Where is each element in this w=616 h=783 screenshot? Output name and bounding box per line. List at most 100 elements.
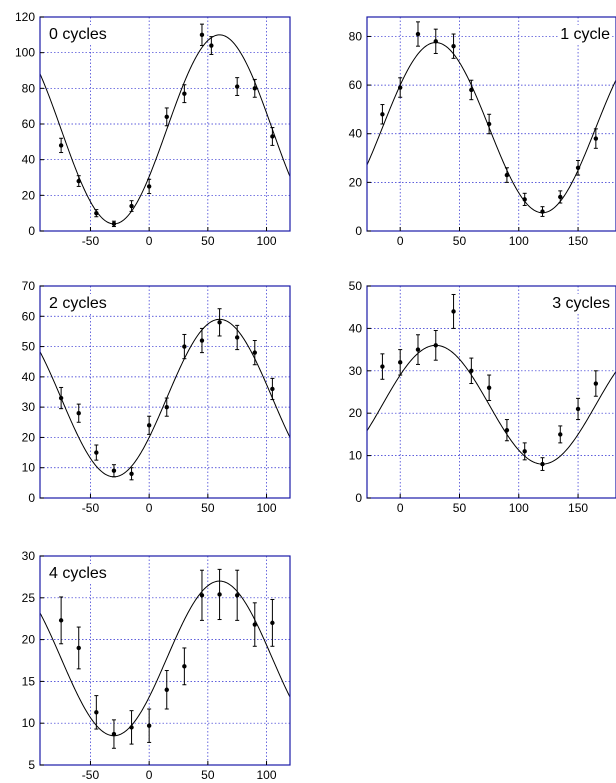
y-tick-label: 40 — [22, 370, 36, 384]
point-marker — [146, 723, 152, 728]
point-marker — [270, 386, 275, 392]
x-tick-label: 150 — [568, 501, 588, 515]
point-marker — [94, 710, 99, 715]
point-marker — [252, 622, 257, 627]
point-marker — [398, 360, 403, 365]
data-point — [522, 442, 527, 461]
panel: -50 0 50 100 0 10 20 30 40 50 60 70 2 cycles — [22, 279, 291, 515]
y-tick-label: 10 — [22, 461, 36, 475]
point-marker — [129, 471, 134, 476]
point-marker — [94, 210, 99, 216]
data-point — [380, 104, 385, 125]
y-tick-label: 0 — [355, 491, 362, 505]
y-tick-label: 60 — [22, 117, 36, 131]
point-marker — [380, 112, 385, 117]
y-tick-label: 30 — [22, 400, 36, 414]
point-marker — [111, 731, 117, 737]
y-tick-label: 120 — [15, 10, 35, 24]
point-marker — [146, 423, 152, 428]
y-tick-label: 100 — [15, 46, 35, 60]
point-marker — [111, 221, 117, 227]
data-point — [217, 308, 222, 337]
data-point — [234, 77, 240, 96]
y-tick-label: 0 — [355, 224, 362, 238]
point-marker — [558, 194, 563, 200]
data-point — [146, 415, 152, 435]
y-tick-label: 20 — [22, 430, 36, 444]
x-tick-label: 100 — [509, 234, 529, 248]
data-point — [217, 568, 222, 621]
point-marker — [504, 427, 510, 433]
panel-label: 0 cycles — [49, 26, 107, 43]
data-point — [504, 419, 510, 442]
point-marker — [252, 86, 257, 91]
point-marker — [164, 404, 169, 410]
data-point — [540, 457, 545, 471]
data-point — [433, 28, 438, 54]
data-point — [94, 695, 99, 730]
plot-frame — [366, 16, 616, 232]
y-tick-label: 60 — [22, 309, 36, 323]
x-tick-label: 100 — [257, 768, 277, 782]
panel: 0 50 100 150 0 20 40 60 80 1 cycle — [349, 16, 616, 248]
y-tick-label: 5 — [28, 758, 35, 772]
point-marker — [58, 395, 64, 401]
x-tick-label: 50 — [201, 234, 215, 248]
data-point — [380, 353, 385, 380]
x-tick-label: 50 — [201, 501, 215, 515]
point-marker — [575, 165, 581, 170]
point-marker — [209, 43, 214, 48]
panel: -50 0 50 100 0 20 40 60 80 100 120 0 cycles — [15, 10, 291, 248]
x-tick-label: 0 — [397, 234, 404, 248]
panel-label: 4 cycles — [49, 565, 107, 582]
point-marker — [199, 593, 205, 598]
point-marker — [486, 121, 492, 127]
point-marker — [94, 450, 99, 455]
panel-label-background — [47, 294, 109, 313]
point-marker — [469, 87, 474, 93]
data-point — [234, 569, 240, 621]
data-point — [540, 206, 545, 217]
y-tick-label: 30 — [349, 364, 363, 378]
data-point — [58, 386, 64, 410]
point-marker — [575, 406, 581, 412]
point-marker — [217, 592, 222, 597]
x-tick-label: 0 — [146, 768, 153, 782]
point-marker — [58, 143, 64, 148]
y-tick-label: 0 — [28, 224, 35, 238]
data-point — [76, 175, 81, 187]
point-marker — [199, 338, 205, 343]
x-tick-label: 0 — [146, 234, 153, 248]
point-marker — [217, 320, 222, 325]
y-tick-label: 40 — [22, 153, 36, 167]
x-tick-label: 50 — [201, 768, 215, 782]
point-marker — [182, 91, 187, 96]
data-point — [209, 36, 214, 55]
data-point — [129, 467, 134, 481]
point-marker — [504, 172, 510, 178]
data-point — [129, 200, 134, 212]
point-marker — [199, 32, 205, 38]
y-tick-label: 50 — [22, 340, 36, 354]
data-point — [486, 113, 492, 135]
point-marker — [593, 136, 599, 141]
data-point — [252, 340, 257, 366]
x-tick-label: 50 — [453, 234, 467, 248]
point-marker — [164, 114, 169, 120]
data-point — [522, 192, 527, 206]
data-point — [270, 377, 275, 401]
data-point — [252, 78, 257, 98]
data-point — [76, 403, 81, 423]
point-marker — [234, 335, 240, 340]
point-marker — [398, 85, 403, 90]
point-marker — [486, 385, 492, 390]
data-point — [451, 293, 456, 329]
data-point — [593, 128, 599, 149]
point-marker — [270, 134, 275, 139]
point-marker — [111, 468, 117, 473]
point-marker — [558, 432, 563, 437]
point-marker — [234, 593, 240, 598]
panel: 0 50 100 150 0 10 20 30 40 50 3 cycles — [349, 279, 616, 515]
x-tick-label: 100 — [257, 501, 277, 515]
